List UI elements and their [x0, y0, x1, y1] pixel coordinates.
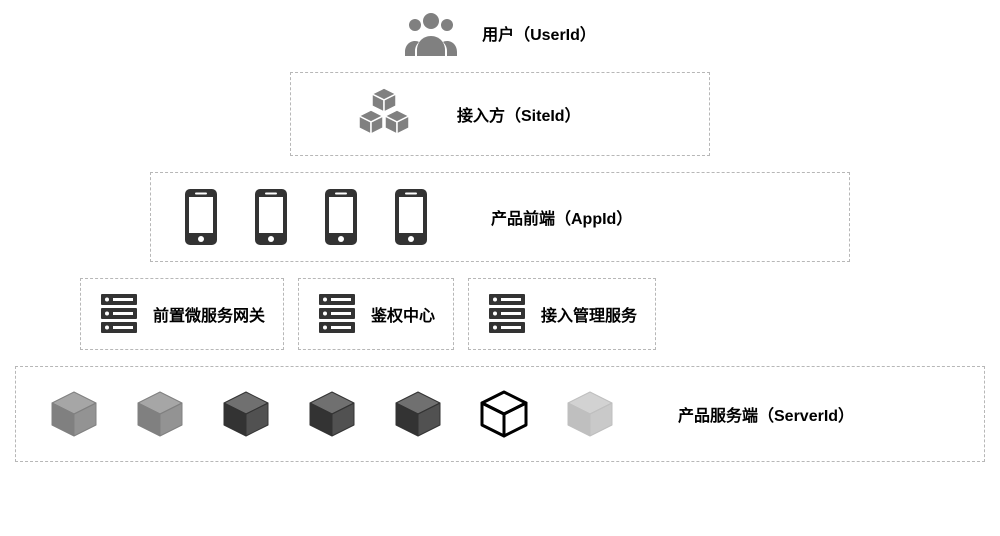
tier1-label: 用户（UserId） [482, 21, 596, 45]
tier-users: 用户（UserId） [404, 10, 596, 56]
tier2-label: 接入方（SiteId） [457, 102, 581, 126]
tier4-label-1: 鉴权中心 [371, 302, 435, 326]
tier4-label-0: 前置微服务网关 [153, 302, 265, 326]
cube-icon [390, 386, 446, 442]
tier-services-row: 前置微服务网关 鉴权中心 接入管理服务 [80, 278, 920, 350]
users-group-icon [404, 10, 458, 56]
tier5-label: 产品服务端（ServerId） [678, 402, 854, 426]
cube-icon [46, 386, 102, 442]
tier-serverid-box: 产品服务端（ServerId） [15, 366, 985, 462]
cube-icon [218, 386, 274, 442]
phone-icon [391, 187, 431, 247]
cube-icon [562, 386, 618, 442]
phone-icon [321, 187, 361, 247]
tier4-box-gateway: 前置微服务网关 [80, 278, 284, 350]
tier-siteid-box: 接入方（SiteId） [290, 72, 710, 156]
server-stack-icon [99, 292, 139, 336]
server-stack-icon [317, 292, 357, 336]
phone-icon [181, 187, 221, 247]
server-stack-icon [487, 292, 527, 336]
phone-icon [251, 187, 291, 247]
cube-icon [476, 386, 532, 442]
cubes-stack-icon [351, 86, 417, 142]
tier3-label: 产品前端（AppId） [491, 205, 632, 229]
tier-appid-box: 产品前端（AppId） [150, 172, 850, 262]
tier4-box-access: 接入管理服务 [468, 278, 656, 350]
cube-icon [132, 386, 188, 442]
tier4-box-auth: 鉴权中心 [298, 278, 454, 350]
cube-icon [304, 386, 360, 442]
tier4-label-2: 接入管理服务 [541, 302, 637, 326]
